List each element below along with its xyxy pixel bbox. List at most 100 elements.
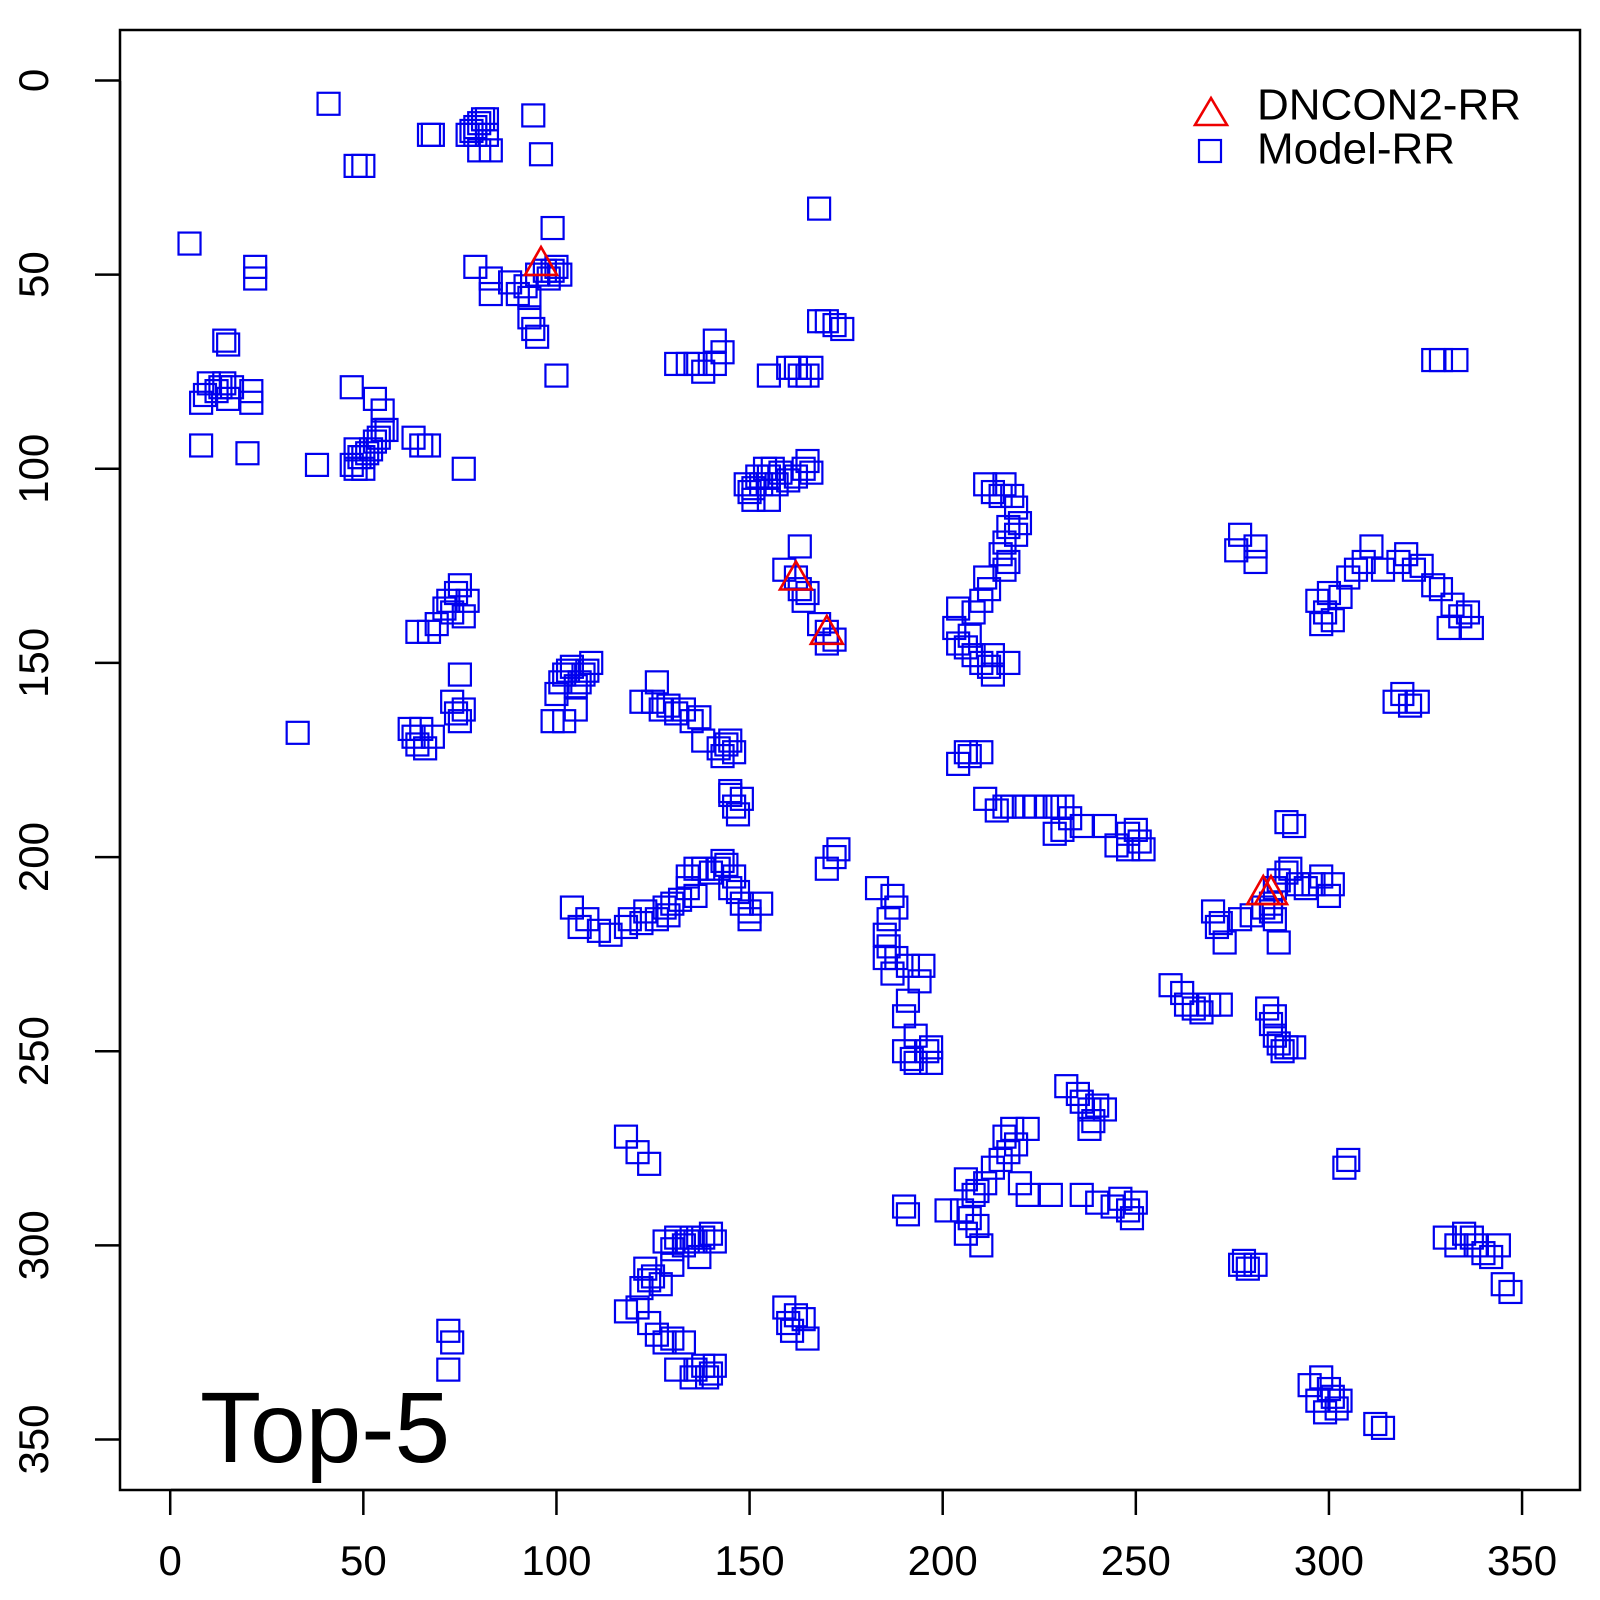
- model-rr-point: [1285, 872, 1311, 897]
- model-rr-point: [243, 266, 268, 291]
- model-rr-point: [544, 363, 569, 388]
- model-rr-point: [447, 573, 472, 598]
- model-rr-point: [1363, 1411, 1388, 1437]
- model-rr-point: [710, 848, 735, 874]
- model-rr-point: [521, 316, 546, 342]
- model-rr-point: [648, 1272, 673, 1297]
- x-tick-label: 50: [340, 1537, 387, 1584]
- model-rr-point: [420, 122, 445, 147]
- model-rr-point: [919, 1035, 944, 1060]
- model-rr-point: [1015, 1182, 1040, 1207]
- model-rr-point: [478, 266, 503, 291]
- model-rr-point: [729, 786, 754, 811]
- model-rr-point: [575, 658, 600, 683]
- model-rr-point: [652, 1330, 677, 1355]
- model-rr-point: [980, 662, 1006, 687]
- model-rr-point: [1455, 600, 1481, 625]
- model-rr-point: [671, 1330, 697, 1355]
- model-rr-point: [644, 1322, 669, 1347]
- model-rr-point: [1343, 557, 1369, 582]
- y-tick-label: 300: [10, 1210, 57, 1280]
- model-rr-point: [613, 914, 639, 940]
- model-rr-point: [1069, 813, 1094, 839]
- model-rr-point: [436, 1357, 461, 1382]
- model-rr-point: [1092, 1097, 1118, 1122]
- dncon2-rr-point: [1252, 873, 1290, 906]
- model-rr-point: [1401, 557, 1427, 582]
- model-rr-point: [1421, 347, 1446, 373]
- model-rr-point: [451, 456, 476, 481]
- y-tick-label: 200: [10, 822, 57, 892]
- plot-frame: [118, 28, 1582, 1492]
- model-rr-point: [783, 1303, 809, 1328]
- x-tick-label: 350: [1487, 1537, 1557, 1584]
- model-rr-point: [451, 697, 476, 722]
- model-rr-point: [1386, 549, 1411, 575]
- model-rr-point: [1015, 1116, 1040, 1141]
- model-rr-point: [416, 433, 442, 458]
- model-rr-point: [540, 709, 565, 734]
- model-rr-point: [517, 285, 542, 311]
- model-rr-point: [235, 441, 260, 466]
- y-tick-label: 350: [10, 1404, 57, 1474]
- model-rr-point: [1336, 1147, 1361, 1173]
- model-rr-point: [1243, 549, 1268, 575]
- model-rr-point: [1282, 813, 1307, 839]
- model-rr-point: [1266, 930, 1291, 955]
- model-rr-point: [1042, 821, 1067, 846]
- model-rr-point: [725, 802, 751, 827]
- model-rr-point: [1003, 495, 1029, 520]
- model-rr-point: [521, 103, 546, 128]
- model-rr-point: [1274, 810, 1299, 835]
- model-rr-point: [1444, 347, 1469, 373]
- y-tick-label: 50: [10, 251, 57, 298]
- model-rr-point: [474, 122, 500, 147]
- model-rr-point: [316, 91, 341, 116]
- model-rr-point: [1278, 856, 1303, 881]
- model-rr-point: [528, 142, 554, 167]
- model-rr-point: [1262, 907, 1287, 932]
- model-rr-point: [1436, 615, 1461, 641]
- model-rr-point: [1332, 1155, 1357, 1180]
- model-rr-point: [640, 689, 666, 714]
- panel-label: Top-5: [200, 1372, 450, 1484]
- model-rr-point: [239, 390, 264, 415]
- model-rr-point: [567, 914, 592, 940]
- model-rr-point: [895, 988, 921, 1013]
- model-rr-point: [370, 398, 395, 423]
- model-rr-point: [903, 1050, 928, 1075]
- model-rr-point: [644, 670, 669, 695]
- model-rr-point: [691, 728, 716, 753]
- model-rr-point: [710, 744, 735, 769]
- y-axis: 0 50 100 150 200 250 300 350: [10, 69, 122, 1475]
- model-rr-point: [216, 332, 241, 357]
- legend: DNCON2-RR Model-RR: [1192, 81, 1521, 174]
- model-rr-point: [946, 631, 971, 656]
- model-rr-point: [980, 643, 1006, 668]
- model-rr-point: [351, 153, 376, 179]
- model-rr-point: [1405, 689, 1430, 714]
- dncon2-rr-point: [522, 244, 560, 277]
- model-rr-point: [1189, 1000, 1214, 1025]
- model-rr-point: [814, 309, 839, 334]
- model-rr-point: [374, 417, 399, 443]
- model-rr-point: [683, 1229, 708, 1254]
- model-rr-point: [1243, 534, 1268, 559]
- model-rr-point: [351, 456, 376, 481]
- model-rr-point: [1115, 1198, 1141, 1223]
- model-rr-point: [691, 856, 716, 881]
- model-rr-point: [741, 487, 766, 512]
- model-rr-point: [664, 701, 689, 726]
- model-rr-point: [973, 1171, 998, 1196]
- model-rr-point: [980, 1155, 1006, 1180]
- model-rr-point: [1328, 584, 1353, 610]
- model-rr-point: [1115, 837, 1141, 862]
- model-rr-point: [1459, 615, 1484, 641]
- model-rr-point: [965, 1178, 990, 1204]
- model-rr-point: [996, 1140, 1021, 1165]
- model-rr-point: [339, 375, 364, 400]
- model-rr-point: [637, 1151, 662, 1176]
- model-rr-point: [598, 922, 623, 947]
- model-rr-point: [1038, 1182, 1063, 1207]
